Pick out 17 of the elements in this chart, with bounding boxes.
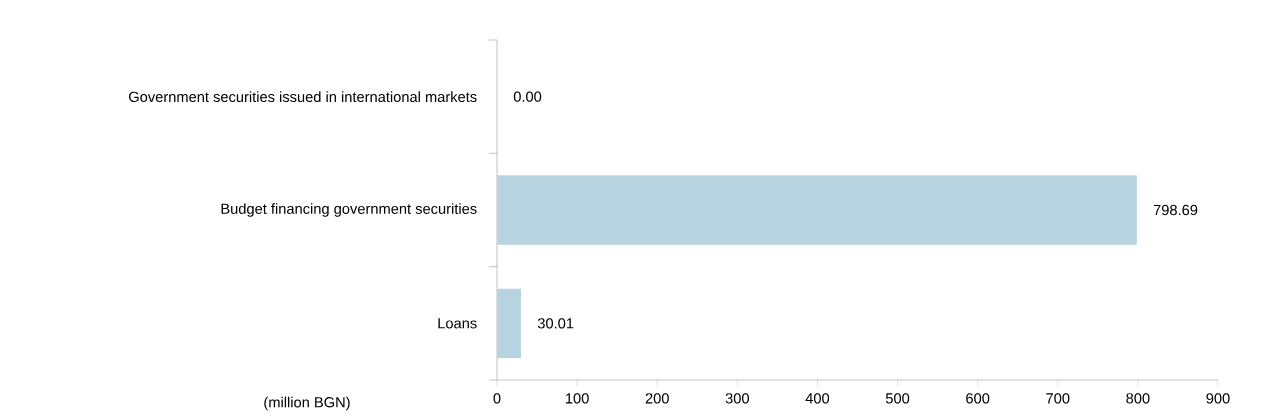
x-tick-label: 300 <box>725 393 749 404</box>
text: (million BGN) <box>264 396 350 411</box>
x-tick-label: 900 <box>1206 393 1230 404</box>
x-tick-label: 400 <box>805 393 830 404</box>
y-tick-label: Government securities issued in international markets <box>129 91 477 103</box>
x-tick-label: 0 <box>493 393 501 404</box>
data-label: 798.69 <box>1153 204 1198 216</box>
x-tick-label: 600 <box>966 393 990 404</box>
x-tick-label: 100 <box>565 393 589 404</box>
x-tick-label: 500 <box>885 393 910 404</box>
data-label: 0.00 <box>513 91 542 102</box>
x-tick-label: 800 <box>1126 393 1150 404</box>
data-label: 30.01 <box>537 318 574 329</box>
y-tick-label: Loans <box>438 318 477 329</box>
y-tick-label: Budget financing government securities <box>221 203 477 217</box>
x-tick-label: 200 <box>645 393 669 404</box>
x-tick-label: 700 <box>1046 393 1070 404</box>
